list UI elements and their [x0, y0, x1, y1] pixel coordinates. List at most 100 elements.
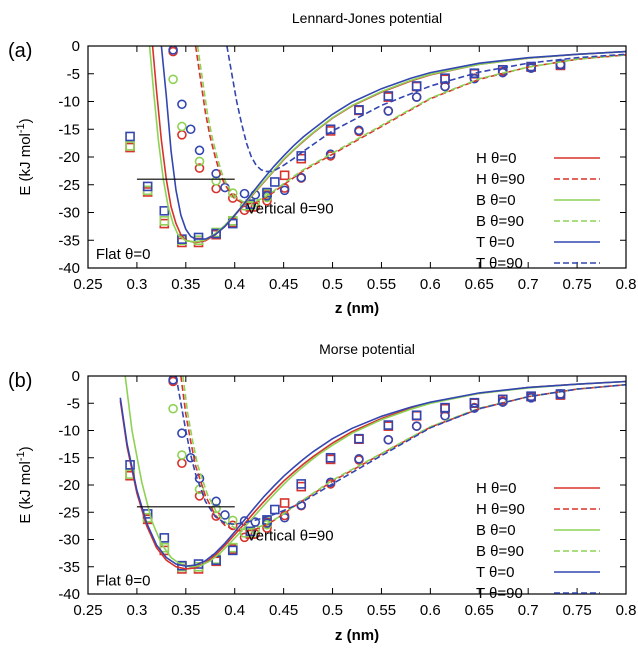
- data-point-circle-t: [296, 172, 307, 183]
- data-point-square-t: [142, 181, 153, 192]
- data-point-square-t: [325, 452, 336, 463]
- x-tick-label: 0.25: [73, 276, 102, 293]
- annotation: Flat θ=0: [96, 246, 151, 263]
- y-tick-label: 0: [72, 368, 80, 385]
- legend-label: B θ=90: [476, 213, 524, 230]
- data-point-square-t: [270, 504, 280, 515]
- y-tick-label: -35: [58, 232, 80, 249]
- panel-title: Lennard-Jones potential: [292, 10, 442, 26]
- x-tick-label: 0.6: [420, 602, 441, 619]
- data-point-circle-t: [168, 46, 178, 55]
- y-axis-title-sup: -1: [15, 451, 27, 461]
- data-point-circle-t: [411, 92, 422, 102]
- data-point-circle-b: [168, 403, 178, 414]
- y-tick-label: -30: [58, 205, 80, 222]
- data-point-circle-t: [325, 477, 336, 488]
- data-point-circle-t: [383, 106, 394, 116]
- panel-label: (a): [8, 40, 32, 62]
- data-point-circle-t: [354, 454, 364, 464]
- data-point-square-t: [296, 479, 307, 489]
- y-tick-label: -40: [58, 260, 80, 277]
- panel-title: Morse potential: [319, 341, 415, 357]
- data-point-circle-t: [250, 517, 261, 527]
- x-tick-label: 0.55: [367, 276, 396, 293]
- data-point-square-t: [383, 420, 394, 430]
- x-tick-label: 0.4: [224, 602, 245, 619]
- y-axis-title-sup: -1: [15, 123, 27, 133]
- legend-label: H θ=90: [476, 171, 525, 188]
- data-point-square-t: [383, 91, 394, 101]
- panel-b: Morse potential (b) 0.25 0.3 0.35 0.4 0.45 0.5 0…: [8, 341, 636, 644]
- data-point-circle-t: [555, 389, 566, 400]
- data-point-square-t: [227, 545, 238, 556]
- plot-frame: [87, 375, 627, 595]
- x-tick-label: 0.5: [322, 602, 343, 619]
- data-point-circle-t: [325, 149, 336, 160]
- data-point-square-h: [159, 218, 170, 229]
- plot-area: [125, 46, 626, 248]
- data-point-square-b: [159, 542, 170, 553]
- data-point-circle-t: [440, 410, 450, 421]
- data-point-square-t: [159, 533, 170, 543]
- data-point-circle-t: [526, 392, 536, 403]
- x-tick-label: 0.3: [126, 276, 147, 293]
- series-line-h-theta90: [194, 46, 626, 206]
- x-tick-label: 0.45: [269, 602, 298, 619]
- x-tick-label: 0.65: [465, 602, 494, 619]
- legend-label: T θ=0: [476, 234, 515, 251]
- y-axis-title: E (kJ mol-1): [15, 446, 34, 523]
- y-tick-label: -15: [58, 450, 80, 467]
- plot-area: [119, 376, 626, 574]
- series-line-b-theta0: [148, 46, 626, 243]
- data-point-circle-t: [211, 496, 221, 507]
- data-point-circle-h: [194, 491, 205, 501]
- series-line-h-theta0: [151, 46, 626, 244]
- y-axis-title-close: ): [17, 118, 34, 123]
- data-point-circle-t: [194, 145, 205, 156]
- series-line-t-theta90: [226, 46, 626, 173]
- y-tick-label: -20: [58, 477, 80, 494]
- data-point-circle-h: [194, 163, 205, 173]
- data-point-square-h: [279, 170, 290, 181]
- data-point-circle-t: [239, 188, 250, 199]
- data-point-circle-t: [526, 63, 536, 73]
- x-tick-label: 0.25: [73, 602, 102, 619]
- data-point-square-t: [411, 81, 422, 91]
- data-point-square-t: [211, 228, 221, 239]
- x-tick-label: 0.75: [562, 276, 591, 293]
- data-point-circle-t: [220, 510, 230, 520]
- y-tick-label: -25: [58, 177, 80, 194]
- y-tick-label: -5: [67, 395, 80, 412]
- y-tick-label: -40: [58, 586, 80, 603]
- data-point-circle-h: [239, 532, 250, 543]
- data-point-square-b: [159, 216, 170, 226]
- data-point-circle-t: [279, 185, 290, 196]
- data-point-circle-t: [262, 191, 272, 201]
- legend-label: T θ=0: [476, 564, 515, 581]
- y-tick-label: -15: [58, 121, 80, 138]
- x-tick-label: 0.65: [465, 276, 494, 293]
- data-point-circle-t: [185, 124, 196, 135]
- y-tick-label: -35: [58, 559, 80, 576]
- y-axis-title: E (kJ mol-1): [15, 118, 34, 195]
- data-point-circle-t: [262, 518, 272, 528]
- data-point-square-t: [411, 410, 422, 421]
- data-point-square-t: [227, 218, 238, 229]
- data-point-square-t: [469, 68, 480, 78]
- data-point-circle-t: [555, 60, 566, 70]
- data-point-square-h: [279, 498, 290, 508]
- data-point-circle-h: [211, 183, 221, 194]
- y-tick-label: -25: [58, 504, 80, 521]
- y-tick-label: -20: [58, 149, 80, 166]
- x-tick-label: 0.35: [171, 602, 200, 619]
- x-tick-label: 0.3: [126, 602, 147, 619]
- x-axis-title: z (nm): [335, 627, 379, 644]
- series-line-h-theta0: [119, 380, 626, 570]
- x-tick-label: 0.55: [367, 602, 396, 619]
- legend-label: T θ=90: [476, 255, 523, 272]
- y-axis-title-main: E (kJ mol: [17, 461, 34, 524]
- y-tick-label: 0: [72, 38, 80, 55]
- series-line-b-theta0: [124, 376, 626, 568]
- data-point-circle-b: [177, 121, 187, 132]
- x-tick-label: 0.5: [322, 276, 343, 293]
